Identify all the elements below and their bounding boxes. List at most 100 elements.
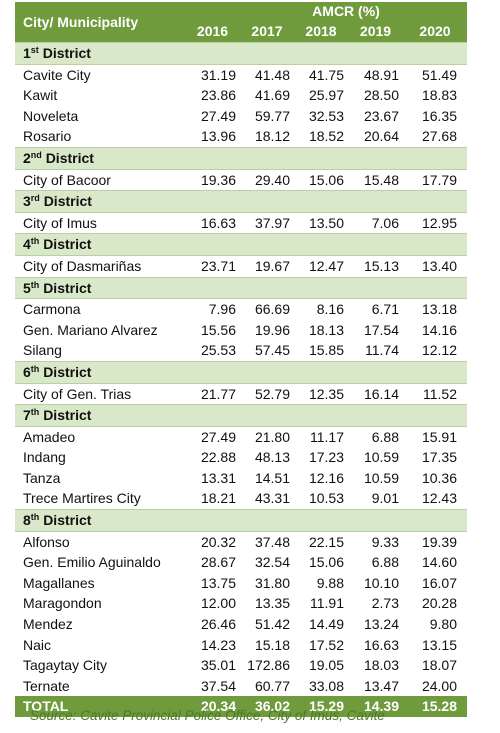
- district-ordinal: 4: [23, 236, 31, 253]
- value-cell: 12.47: [308, 257, 344, 274]
- value-cell: 15.56: [200, 321, 236, 338]
- value-cell: 17.54: [363, 321, 399, 338]
- data-row: Naic 14.23 15.18 17.52 16.63 13.15: [15, 635, 467, 656]
- value-cell: 9.88: [316, 574, 344, 591]
- city-cell: Trece Martires City: [23, 490, 141, 507]
- district-suffix: th: [30, 363, 40, 374]
- district-suffix: th: [30, 512, 40, 523]
- value-cell: 51.49: [421, 66, 457, 83]
- value-cell: 14.39: [348, 696, 403, 717]
- table-body: 1st District Cavite City 31.19 41.48 41.75 48…: [15, 42, 467, 717]
- value-cell: 6.88: [371, 428, 399, 445]
- year-row: 2016 2017 2018 2019 2020: [15, 21, 467, 43]
- value-cell: 10.36: [421, 469, 457, 486]
- value-cell: 25.53: [200, 342, 236, 359]
- value-cell: 22.88: [200, 449, 236, 466]
- value-cell: 24.00: [421, 677, 457, 694]
- value-cell: 18.52: [308, 128, 344, 145]
- value-cell: 33.08: [308, 677, 344, 694]
- value-cell: 22.15: [308, 533, 344, 550]
- value-cell: 37.48: [254, 533, 290, 550]
- value-cell: 21.80: [254, 428, 290, 445]
- value-cell: 14.49: [308, 616, 344, 633]
- district-cell: 6th District: [15, 360, 467, 384]
- city-cell: Mendez: [23, 616, 73, 633]
- value-cell: 20.64: [363, 128, 399, 145]
- district-row: 5th District: [15, 276, 467, 300]
- value-cell: 23.67: [363, 107, 399, 124]
- city-cell: Noveleta: [23, 107, 79, 124]
- city-cell: Amadeo: [23, 428, 76, 445]
- value-cell: 15.06: [308, 554, 344, 571]
- value-cell: 32.54: [254, 554, 290, 571]
- district-name: District: [43, 363, 92, 380]
- district-row: 6th District: [15, 360, 467, 384]
- value-cell: 15.91: [421, 428, 457, 445]
- year-header: 2018: [294, 21, 348, 43]
- value-cell: 9.33: [371, 533, 399, 550]
- district-suffix: th: [30, 279, 40, 290]
- city-cell: Rosario: [23, 128, 72, 145]
- value-cell: 27.49: [200, 428, 236, 445]
- data-row: Maragondon 12.00 13.35 11.91 2.73 20.28: [15, 593, 467, 614]
- value-cell: 23.71: [200, 257, 236, 274]
- value-cell: 17.79: [421, 171, 457, 188]
- data-row: Tanza 13.31 14.51 12.16 10.59 10.36: [15, 468, 467, 489]
- district-ordinal: 3: [23, 193, 31, 210]
- value-cell: 11.91: [310, 595, 344, 612]
- value-cell: 13.50: [308, 214, 344, 231]
- value-cell: 12.00: [200, 595, 236, 612]
- data-row: City of Bacoor 19.36 29.40 15.06 15.48 17.79: [15, 169, 467, 191]
- value-cell: 28.67: [200, 554, 236, 571]
- city-cell: Magallanes: [23, 574, 95, 591]
- value-cell: 31.80: [254, 574, 290, 591]
- value-cell: 15.13: [363, 257, 399, 274]
- value-cell: 12.35: [308, 385, 344, 402]
- data-row: Carmona 7.96 66.69 8.16 6.71 13.18: [15, 299, 467, 320]
- value-cell: 11.74: [365, 342, 399, 359]
- data-row: Noveleta 27.49 59.77 32.53 23.67 16.35: [15, 106, 467, 127]
- value-cell: 18.13: [308, 321, 344, 338]
- city-cell: Silang: [23, 342, 62, 359]
- value-cell: 15.29: [294, 696, 348, 717]
- value-cell: 9.80: [429, 616, 457, 633]
- city-cell: City of Dasmariñas: [23, 257, 142, 274]
- value-cell: 18.03: [363, 657, 399, 674]
- district-suffix: st: [30, 45, 39, 55]
- city-cell: Cavite City: [23, 66, 91, 83]
- source-note: Source: Cavite Provincial Police Office,…: [30, 708, 385, 723]
- data-row: Magallanes 13.75 31.80 9.88 10.10 16.07: [15, 573, 467, 594]
- data-row: City of Gen. Trias 21.77 52.79 12.35 16.14 11…: [15, 383, 467, 405]
- value-cell: 28.50: [363, 87, 399, 104]
- data-row: Gen. Emilio Aguinaldo 28.67 32.54 15.06 6.88…: [15, 552, 467, 573]
- value-cell: 31.19: [200, 66, 236, 83]
- value-cell: 48.91: [363, 66, 399, 83]
- table-wrap: City/ Municipality AMCR (%) 2016 2017 2018…: [15, 2, 467, 717]
- value-cell: 18.07: [421, 657, 457, 674]
- value-cell: 7.96: [208, 301, 236, 318]
- value-cell: 19.36: [200, 171, 236, 188]
- data-row: Rosario 13.96 18.12 18.52 20.64 27.68: [15, 126, 467, 147]
- value-cell: 13.47: [363, 677, 399, 694]
- district-ordinal: 2: [23, 149, 31, 166]
- city-cell: City of Imus: [23, 214, 97, 231]
- data-row: Trece Martires City 18.21 43.31 10.53 9.01 12…: [15, 488, 467, 509]
- value-cell: 51.42: [254, 616, 290, 633]
- district-name: District: [43, 193, 92, 210]
- value-cell: 21.77: [200, 385, 236, 402]
- value-cell: 17.35: [421, 449, 457, 466]
- district-row: 8th District: [15, 509, 467, 532]
- value-cell: 8.16: [316, 301, 344, 318]
- data-row: Amadeo 27.49 21.80 11.17 6.88 15.91: [15, 426, 467, 447]
- district-row: 2nd District: [15, 146, 467, 170]
- district-suffix: th: [30, 407, 40, 418]
- value-cell: 14.23: [200, 636, 236, 653]
- value-cell: 19.96: [254, 321, 290, 338]
- value-cell: 19.39: [421, 533, 457, 550]
- header-row: City/ Municipality AMCR (%): [15, 2, 467, 43]
- district-cell: 8th District: [15, 509, 467, 532]
- city-cell: Alfonso: [23, 533, 70, 550]
- value-cell: 15.85: [308, 342, 344, 359]
- value-cell: 11.52: [423, 385, 457, 402]
